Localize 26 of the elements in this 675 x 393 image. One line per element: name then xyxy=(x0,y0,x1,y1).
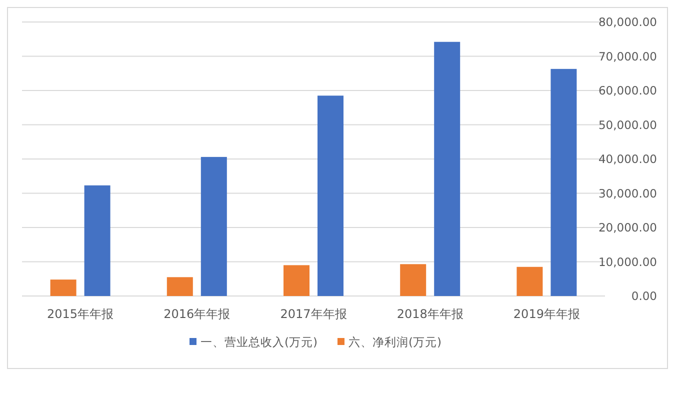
y-tick-label: 20,000.00 xyxy=(598,220,657,234)
y-tick-label: 0.00 xyxy=(631,289,657,303)
y-tick-label: 30,000.00 xyxy=(598,186,657,200)
bar xyxy=(516,266,543,296)
bar xyxy=(434,42,460,296)
bar xyxy=(550,68,577,296)
bar xyxy=(84,185,110,296)
bar xyxy=(400,264,426,296)
bar xyxy=(200,156,227,296)
y-tick-label: 10,000.00 xyxy=(598,254,657,269)
legend-label: 一、营业总收入(万元) xyxy=(200,335,318,349)
x-tick-label: 2016年年报 xyxy=(164,307,230,321)
x-tick-label: 2015年年报 xyxy=(47,307,114,321)
bar xyxy=(318,96,344,296)
y-tick-label: 40,000.00 xyxy=(598,152,657,166)
x-tick-label: 2018年年报 xyxy=(396,307,464,321)
y-tick-label: 80,000.00 xyxy=(598,15,657,29)
bar xyxy=(284,265,310,296)
y-tick-label: 50,000.00 xyxy=(598,118,657,132)
y-tick-label: 60,000.00 xyxy=(598,84,657,98)
x-tick-label: 2017年年报 xyxy=(280,307,347,321)
legend-label: 六、净利润(万元) xyxy=(348,335,442,349)
bar xyxy=(50,280,76,296)
x-tick-label: 2019年年报 xyxy=(513,307,580,321)
y-tick-label: 70,000.00 xyxy=(598,49,657,64)
bar xyxy=(166,277,193,296)
